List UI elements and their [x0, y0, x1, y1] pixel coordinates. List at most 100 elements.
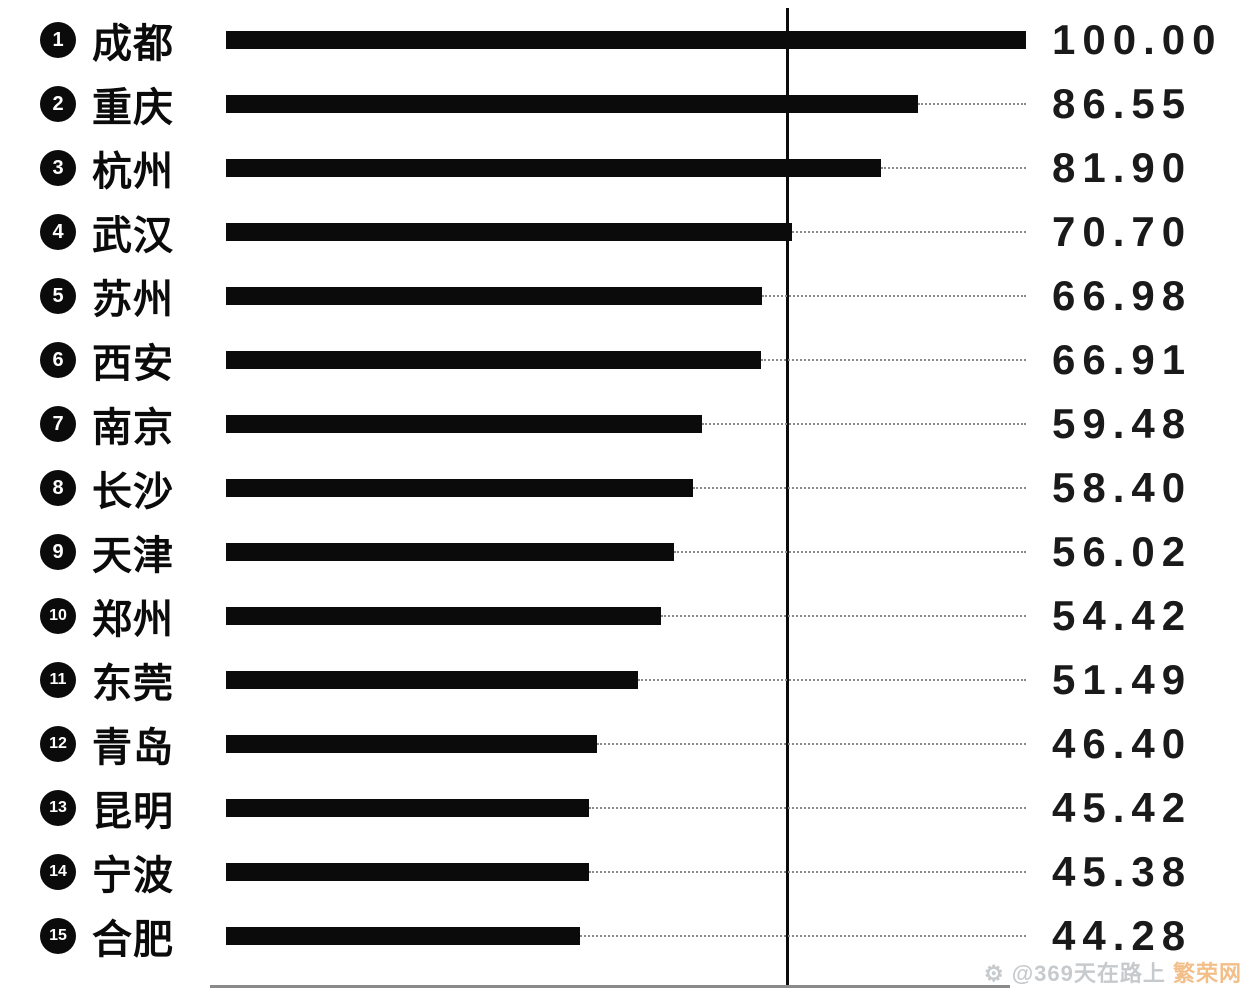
city-label: 长沙	[92, 459, 174, 517]
bar-track	[226, 392, 1026, 456]
chart-row: 8 长沙 58.40	[0, 456, 1260, 520]
bar-fill	[226, 31, 1026, 49]
rank-badge: 14	[40, 854, 76, 890]
rank-badge: 6	[40, 342, 76, 378]
city-label: 青岛	[92, 715, 174, 773]
dotted-guide	[597, 743, 1026, 745]
rank-badge: 15	[40, 918, 76, 954]
chart-row: 13 昆明 45.42	[0, 776, 1260, 840]
watermark: ⚙ @369天在路上 繁荣网	[984, 956, 1242, 988]
bar-track	[226, 904, 1026, 968]
value-label: 56.02	[1052, 528, 1192, 576]
value-label: 45.38	[1052, 848, 1192, 896]
bar-track	[226, 136, 1026, 200]
bar-track	[226, 648, 1026, 712]
value-label: 66.91	[1052, 336, 1192, 384]
chart-row: 9 天津 56.02	[0, 520, 1260, 584]
bar-fill	[226, 95, 918, 113]
city-label: 天津	[92, 523, 174, 581]
dotted-guide	[674, 551, 1026, 553]
city-label: 重庆	[92, 75, 174, 133]
bar-track	[226, 264, 1026, 328]
bar-track	[226, 712, 1026, 776]
chart-row: 11 东莞 51.49	[0, 648, 1260, 712]
bar-track	[226, 840, 1026, 904]
dotted-guide	[702, 423, 1026, 425]
value-label: 51.49	[1052, 656, 1192, 704]
rank-badge: 3	[40, 150, 76, 186]
watermark-site: 繁荣网	[1173, 961, 1242, 986]
bar-fill	[226, 863, 589, 881]
bar-fill	[226, 159, 881, 177]
value-label: 44.28	[1052, 912, 1192, 960]
city-label: 成都	[92, 11, 174, 69]
chart-row: 1 成都 100.00	[0, 8, 1260, 72]
dotted-guide	[762, 295, 1026, 297]
dotted-guide	[792, 231, 1026, 233]
rank-badge: 8	[40, 470, 76, 506]
value-label: 54.42	[1052, 592, 1192, 640]
value-label: 100.00	[1052, 16, 1222, 64]
value-label: 66.98	[1052, 272, 1192, 320]
dotted-guide	[589, 871, 1026, 873]
chart-row: 5苏州66.98	[0, 264, 1260, 328]
chart-row: 10郑州54.42	[0, 584, 1260, 648]
chart-row: 7南京59.48	[0, 392, 1260, 456]
rank-badge: 11	[40, 662, 76, 698]
rank-badge: 2	[40, 86, 76, 122]
dotted-guide	[761, 359, 1026, 361]
chart-row: 3 杭州 81.90	[0, 136, 1260, 200]
dotted-guide	[661, 615, 1026, 617]
value-label: 59.48	[1052, 400, 1192, 448]
bar-track	[226, 776, 1026, 840]
dotted-guide	[638, 679, 1026, 681]
bar-track	[226, 520, 1026, 584]
city-ranking-bar-chart: 1 成都 100.00 2 重庆 86.55 3 杭州 81.90 4 武汉 70.70 5苏州66.9…	[0, 0, 1260, 1000]
bar-track	[226, 456, 1026, 520]
rank-badge: 5	[40, 278, 76, 314]
dotted-guide	[918, 103, 1026, 105]
rank-badge: 9	[40, 534, 76, 570]
watermark-handle: ⚙ @369天在路上	[984, 961, 1166, 986]
city-label: 东莞	[92, 651, 174, 709]
bar-track	[226, 72, 1026, 136]
dotted-guide	[580, 935, 1026, 937]
rank-badge: 1	[40, 22, 76, 58]
bar-fill	[226, 543, 674, 561]
bar-fill	[226, 287, 762, 305]
value-label: 58.40	[1052, 464, 1192, 512]
rank-badge: 4	[40, 214, 76, 250]
bar-track	[226, 328, 1026, 392]
value-label: 70.70	[1052, 208, 1192, 256]
city-label: 合肥	[92, 907, 174, 965]
bar-fill	[226, 223, 792, 241]
bar-fill	[226, 351, 761, 369]
city-label: 西安	[92, 331, 174, 389]
chart-row: 14宁波45.38	[0, 840, 1260, 904]
city-label: 武汉	[92, 203, 174, 261]
bar-fill	[226, 735, 597, 753]
bar-track	[226, 8, 1026, 72]
bar-fill	[226, 927, 580, 945]
value-label: 81.90	[1052, 144, 1192, 192]
rank-badge: 13	[40, 790, 76, 826]
bar-fill	[226, 607, 661, 625]
value-label: 45.42	[1052, 784, 1192, 832]
bar-track	[226, 200, 1026, 264]
city-label: 南京	[92, 395, 174, 453]
bar-fill	[226, 671, 638, 689]
chart-row: 4 武汉 70.70	[0, 200, 1260, 264]
bar-track	[226, 584, 1026, 648]
rank-badge: 12	[40, 726, 76, 762]
city-label: 昆明	[92, 779, 174, 837]
city-label: 杭州	[92, 139, 174, 197]
x-axis-baseline	[210, 985, 1010, 988]
value-label: 86.55	[1052, 80, 1192, 128]
dotted-guide	[589, 807, 1026, 809]
value-label: 46.40	[1052, 720, 1192, 768]
chart-row: 12 青岛 46.40	[0, 712, 1260, 776]
rank-badge: 10	[40, 598, 76, 634]
bar-fill	[226, 415, 702, 433]
dotted-guide	[693, 487, 1026, 489]
chart-row: 2 重庆 86.55	[0, 72, 1260, 136]
